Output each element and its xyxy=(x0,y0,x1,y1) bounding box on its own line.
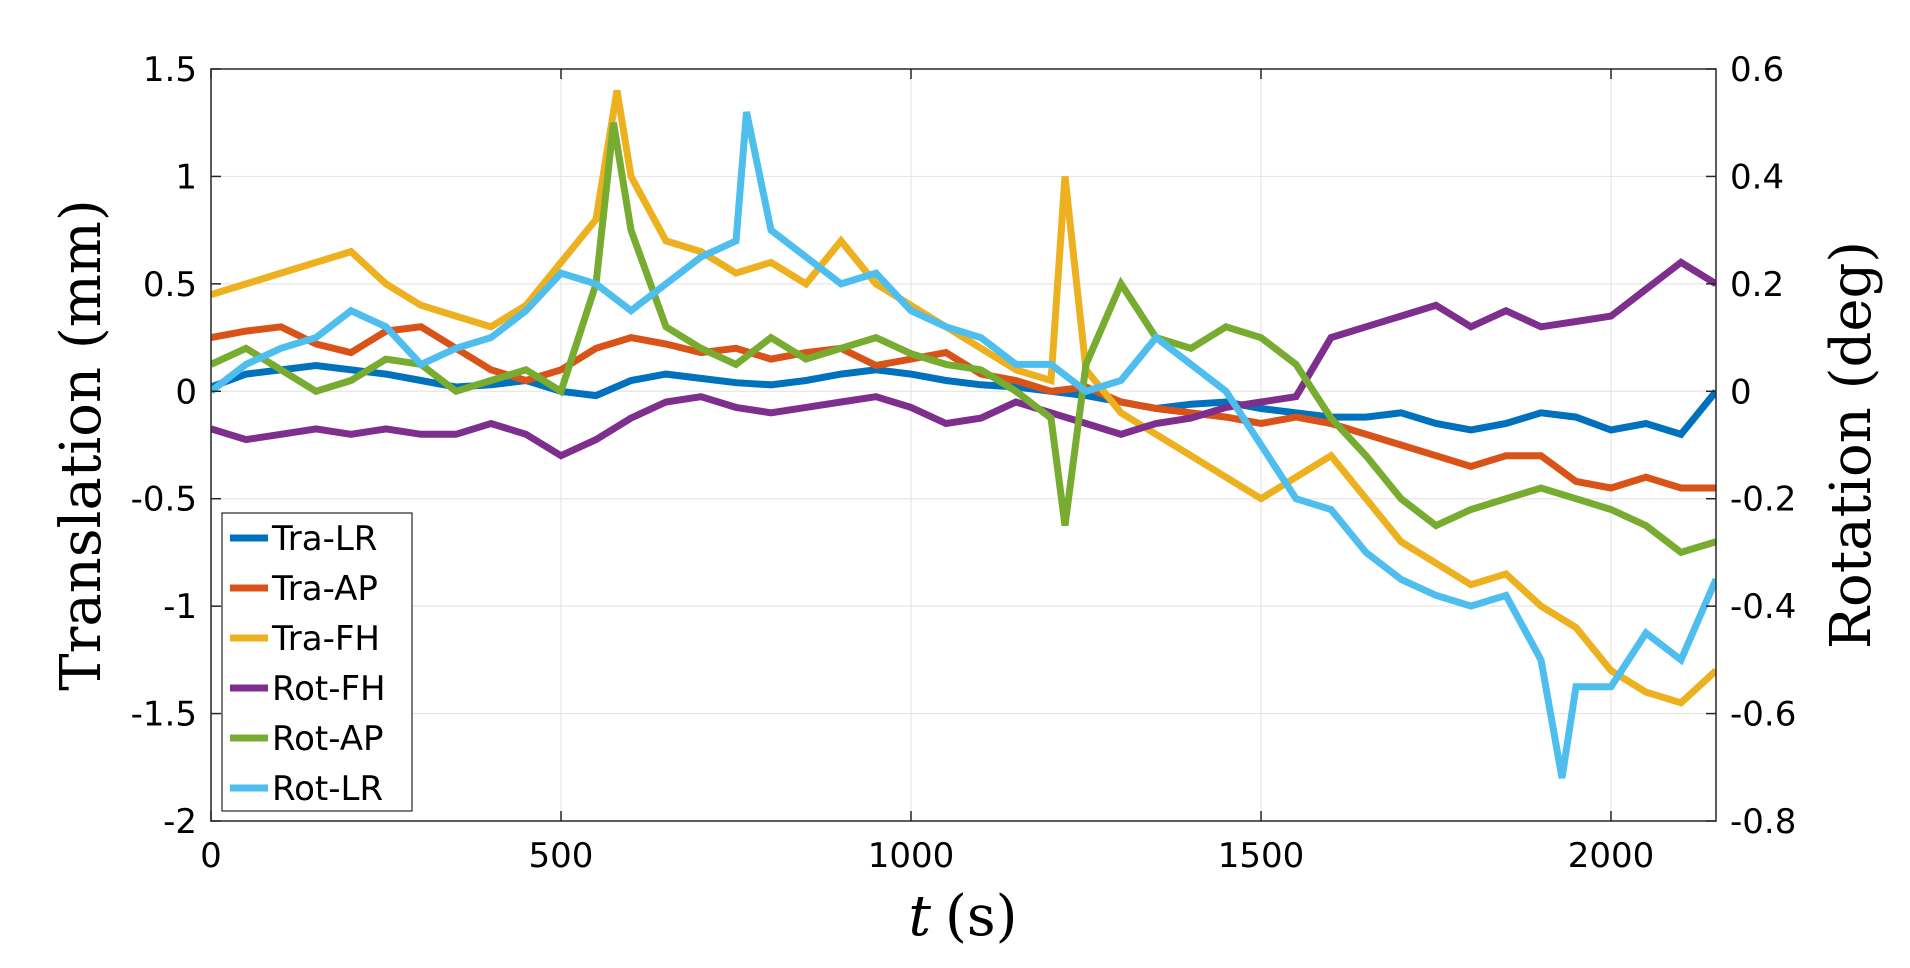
series-line-tra-fh xyxy=(211,89,1716,707)
legend-label-rot-ap: Rot-AP xyxy=(272,719,384,759)
plot-area xyxy=(211,89,1716,779)
series-lines xyxy=(211,89,1716,779)
legend-label-tra-fh: Tra-FH xyxy=(271,619,380,659)
x-tick-label: 1000 xyxy=(868,836,955,876)
legend-label-tra-ap: Tra-AP xyxy=(271,569,378,609)
x-tick-label: 2000 xyxy=(1568,836,1655,876)
x-tick-label: 500 xyxy=(529,836,594,876)
y-left-tick-label: 1.5 xyxy=(143,50,197,90)
x-tick-label: 0 xyxy=(200,836,222,876)
y-right-tick-label: 0.4 xyxy=(1730,157,1784,197)
series-line-rot-lr xyxy=(211,111,1716,779)
y-right-tick-label: -0.8 xyxy=(1730,802,1796,842)
series-line-tra-ap xyxy=(211,323,1716,492)
y-axis-right-ticks: -0.8 -0.6 -0.4 -0.2 0 0.2 0.4 0.6 xyxy=(1706,50,1796,842)
y-left-tick-label: -2 xyxy=(163,802,197,842)
y-right-tick-label: -0.6 xyxy=(1730,695,1796,735)
y-axis-left-label: Translation (mm) xyxy=(49,199,114,691)
y-axis-left-ticks: -2 -1.5 -1 -0.5 0 0.5 1 1.5 xyxy=(131,50,221,842)
y-left-tick-label: 0 xyxy=(175,372,197,412)
series-line-rot-ap xyxy=(211,122,1716,557)
y-left-tick-label: -1.5 xyxy=(131,695,197,735)
plot-frame xyxy=(210,68,1717,822)
x-axis-label-var: t xyxy=(909,884,932,949)
legend-box xyxy=(221,512,413,812)
y-right-tick-label: -0.2 xyxy=(1730,480,1796,520)
legend-label-rot-lr: Rot-LR xyxy=(272,769,383,809)
x-axis-ticks: 0 500 1000 1500 2000 xyxy=(200,69,1654,876)
y-left-tick-label: -1 xyxy=(163,587,197,627)
y-left-tick-label: 0.5 xyxy=(143,265,197,305)
x-axis-label-unit: (s) xyxy=(945,884,1017,949)
y-left-tick-label: 1 xyxy=(175,157,197,197)
legend-label-tra-lr: Tra-LR xyxy=(271,519,377,559)
y-right-tick-label: 0.6 xyxy=(1730,50,1784,90)
legend: Tra-LR Tra-AP Tra-FH Rot-FH Rot-AP Rot-LR xyxy=(221,512,413,812)
x-tick-label: 1500 xyxy=(1218,836,1305,876)
y-left-tick-label: -0.5 xyxy=(131,480,197,520)
legend-label-rot-fh: Rot-FH xyxy=(272,669,386,709)
y-right-tick-label: 0 xyxy=(1730,372,1752,412)
series-line-rot-fh xyxy=(211,258,1716,460)
y-right-tick-label: 0.2 xyxy=(1730,265,1784,305)
x-axis-label: t (s) xyxy=(909,884,1018,949)
y-axis-right-label: Rotation (deg) xyxy=(1819,241,1884,649)
y-right-tick-label: -0.4 xyxy=(1730,587,1796,627)
